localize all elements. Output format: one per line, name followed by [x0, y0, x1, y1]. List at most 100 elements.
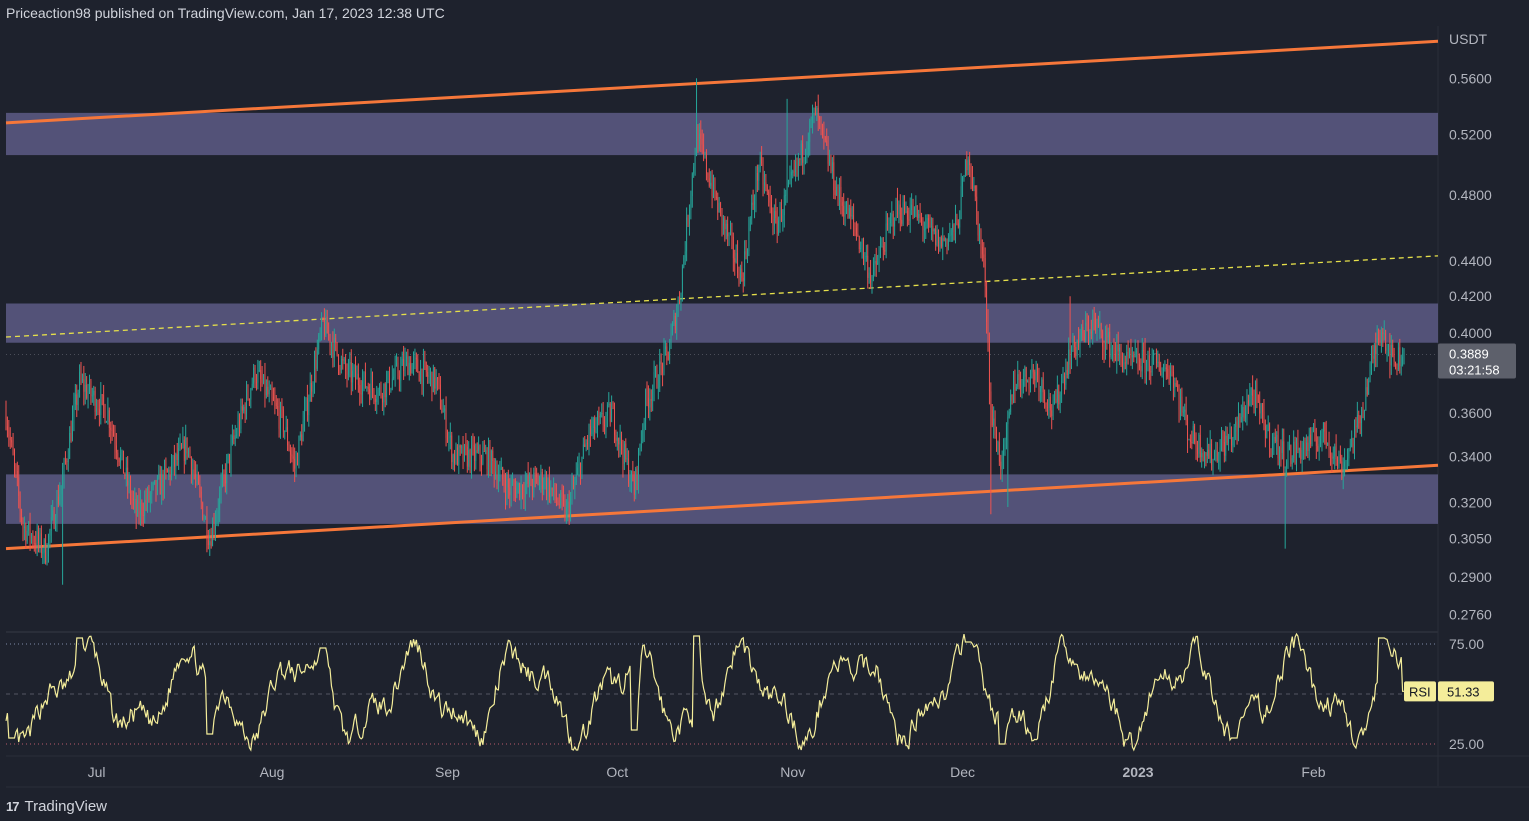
candle-body-176: [254, 367, 256, 383]
candle-body-396: [565, 507, 567, 519]
candle-body-833: [1184, 409, 1186, 412]
candle-body-425: [606, 404, 608, 416]
candle-body-355: [507, 479, 509, 488]
candle-body-92: [135, 499, 137, 516]
candle-body-483: [689, 209, 690, 225]
candle-body-142: [206, 517, 208, 541]
candle-body-865: [1229, 433, 1231, 437]
candle-body-821: [1167, 369, 1169, 378]
candle-body-73: [108, 410, 110, 428]
candle-body-106: [155, 480, 157, 493]
candle-body-593: [844, 212, 846, 217]
candle-body-151: [219, 493, 221, 511]
candle-body-199: [287, 427, 288, 446]
candle-body-503: [717, 197, 719, 213]
candle-body-458: [653, 372, 655, 389]
candle-body-710: [1010, 394, 1012, 412]
candle-body-521: [742, 277, 744, 282]
candle-body-630: [897, 200, 898, 215]
price-tick-0.4000: 0.4000: [1449, 325, 1492, 341]
candle-body-703: [1000, 461, 1002, 470]
candle-body-983: [1396, 367, 1398, 370]
candle-body-230: [331, 343, 332, 347]
candle-body-953: [1354, 425, 1355, 449]
candle-body-393: [561, 492, 563, 498]
candle-body-967: [1373, 345, 1375, 359]
candle-body-410: [585, 442, 587, 447]
candle-body-685: [974, 185, 976, 197]
candle-body-679: [966, 160, 968, 171]
candle-body-806: [1146, 360, 1147, 373]
candle-body-317: [454, 455, 455, 464]
candle-body-910: [1293, 441, 1295, 458]
candle-body-957: [1359, 415, 1361, 424]
candle-body-54: [82, 379, 83, 381]
candle-body-796: [1131, 355, 1133, 358]
candle-body-673: [957, 223, 959, 228]
candle-body-813: [1156, 353, 1157, 364]
candle-body-56: [84, 384, 86, 392]
candle-body-705: [1003, 444, 1004, 456]
candle-body-216: [311, 382, 313, 392]
candle-body-496: [707, 173, 709, 179]
candle-body-612: [871, 277, 873, 283]
candle-body-356: [509, 487, 511, 496]
tradingview-brand[interactable]: 17 TradingView: [6, 798, 107, 815]
candle-body-520: [741, 268, 743, 278]
candle-body-307: [440, 384, 441, 409]
candle-body-96: [141, 502, 143, 515]
candle-body-797: [1133, 355, 1135, 358]
candle-body-429: [612, 407, 614, 409]
candle-body-120: [175, 454, 177, 467]
candle-body-916: [1301, 450, 1303, 460]
candle-body-48: [73, 404, 75, 418]
candle-body-734: [1044, 392, 1046, 403]
rsi-line: [5, 632, 1404, 752]
candle-body-372: [531, 485, 533, 490]
candle-body-647: [921, 217, 922, 222]
candle-body-876: [1245, 413, 1246, 419]
candle-body-836: [1188, 439, 1190, 441]
candle-body-65: [97, 408, 99, 410]
zone-2: [6, 303, 1438, 343]
candle-body-276: [396, 362, 397, 365]
candle-body-426: [608, 403, 610, 405]
candle-body-480: [684, 251, 686, 258]
candle-body-641: [912, 204, 914, 217]
candle-body-79: [117, 452, 119, 459]
candle-body-754: [1072, 335, 1074, 351]
candle-body-67: [100, 394, 102, 416]
price-tick-0.4800: 0.4800: [1449, 187, 1492, 203]
candle-body-413: [590, 426, 591, 435]
candle-body-917: [1303, 442, 1304, 451]
candle-body-559: [796, 161, 798, 168]
time-axis[interactable]: Jul Aug Sep Oct Nov Dec 2023 Feb: [88, 764, 1326, 780]
candle-body-656: [933, 229, 935, 232]
candle-body-790: [1123, 362, 1125, 370]
candle-body-900: [1279, 447, 1280, 459]
candle-body-243: [349, 362, 351, 365]
candle-body-329: [471, 444, 472, 468]
candle-body-348: [498, 476, 499, 484]
candle-body-674: [959, 218, 961, 228]
candle-body-160: [232, 435, 233, 443]
candle-body-860: [1222, 439, 1224, 443]
candle-body-594: [846, 201, 847, 213]
candle-body-545: [776, 218, 778, 234]
candle-body-409: [584, 444, 586, 447]
candle-body-29: [46, 556, 48, 563]
candle-body-411: [587, 442, 588, 444]
candle-body-183: [264, 374, 266, 396]
candle-body-331: [473, 445, 475, 461]
candle-body-444: [633, 481, 635, 495]
candle-body-0: [5, 413, 7, 427]
candle-body-447: [638, 449, 639, 482]
candle-body-788: [1120, 348, 1122, 359]
candle-body-842: [1197, 447, 1198, 454]
candle-body-874: [1242, 407, 1244, 417]
candle-body-550: [783, 195, 785, 216]
candle-body-9: [18, 477, 20, 496]
price-axis[interactable]: USDT 0.5600 0.5200 0.4800 0.4400 0.4200 0.4000…: [1404, 31, 1516, 752]
candle-body-459: [655, 370, 656, 373]
